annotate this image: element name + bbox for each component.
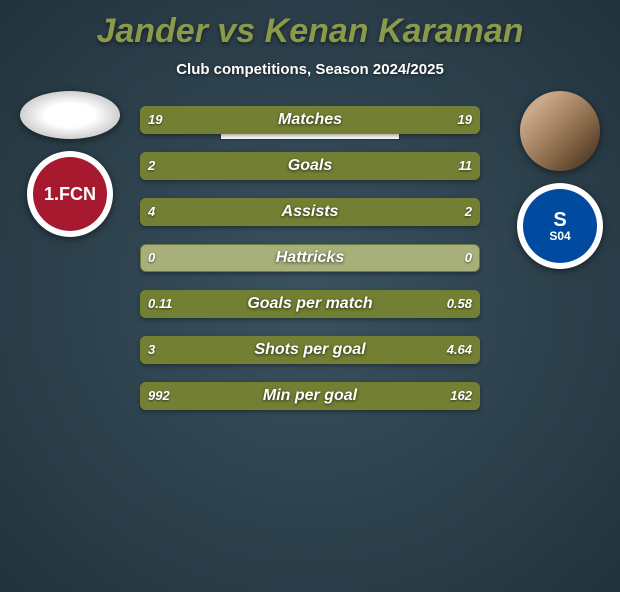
stat-label: Hattricks: [140, 244, 480, 272]
subtitle: Club competitions, Season 2024/2025: [0, 61, 620, 78]
player-right-column: S S04: [510, 91, 610, 269]
player-right-avatar: [520, 91, 600, 171]
stat-label: Shots per goal: [140, 336, 480, 364]
stat-row: 00Hattricks: [140, 244, 480, 274]
stat-row: 1919Matches: [140, 106, 480, 136]
stat-bars: 1919Matches 211Goals 42Assists 00Hattricks 0…: [140, 106, 480, 428]
crest-right-text: S04: [549, 230, 570, 242]
stat-row: 34.64Shots per goal: [140, 336, 480, 366]
stat-row: 992162Min per goal: [140, 382, 480, 412]
club-crest-right: S S04: [517, 183, 603, 269]
stat-label: Min per goal: [140, 382, 480, 410]
club-crest-left-label: 1.FCN: [33, 157, 107, 231]
stat-row: 0.110.58Goals per match: [140, 290, 480, 320]
player-left-avatar: [20, 91, 120, 139]
stat-row: 42Assists: [140, 198, 480, 228]
player-left-column: 1.FCN: [10, 91, 130, 237]
stat-label: Matches: [140, 106, 480, 134]
stat-label: Assists: [140, 198, 480, 226]
club-crest-left: 1.FCN: [27, 151, 113, 237]
stat-row: 211Goals: [140, 152, 480, 182]
club-crest-right-label: S S04: [523, 189, 597, 263]
stat-label: Goals per match: [140, 290, 480, 318]
page-title: Jander vs Kenan Karaman: [0, 12, 620, 51]
stat-label: Goals: [140, 152, 480, 180]
